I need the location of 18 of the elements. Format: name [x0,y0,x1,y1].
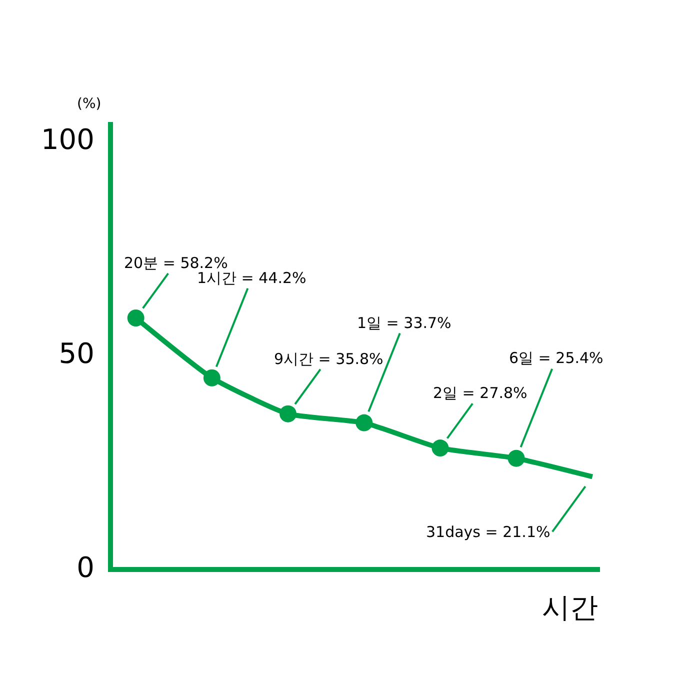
data-label: 2일 = 27.8% [433,384,528,402]
x-axis-title: 시간 [542,591,598,624]
point [432,440,449,457]
y-tick-label: 0 [76,550,94,584]
data-label: 9시간 = 35.8% [274,350,384,368]
y-axis-title: (%) [77,96,102,112]
point [508,450,525,467]
data-label: 1시간 = 44.2% [197,269,306,287]
data-label: 1일 = 33.7% [357,314,452,332]
data-label: 31days = 21.1% [426,523,550,541]
point [356,414,373,432]
data-label: 6일 = 25.4% [509,349,604,367]
point [203,369,220,386]
y-tick-label: 100 [40,122,94,156]
data-label: 20분 = 58.2% [124,254,228,272]
point [127,309,144,326]
y-tick-label: 50 [58,336,94,370]
point [280,405,297,422]
